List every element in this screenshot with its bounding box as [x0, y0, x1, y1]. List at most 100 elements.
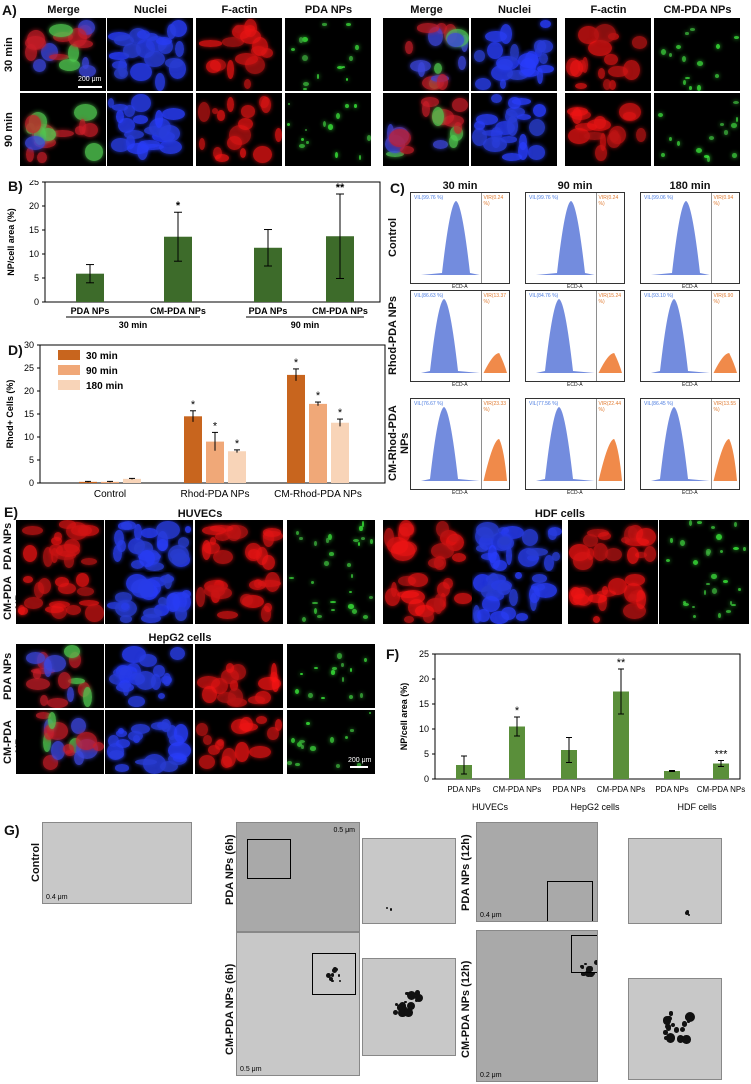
nanoparticle [584, 962, 587, 966]
x-tick-label: CM-PDA NPs [150, 306, 206, 316]
histogram-peak-positive [713, 353, 737, 373]
nanoparticle [674, 1027, 680, 1033]
panel-a-letter: A) [2, 2, 17, 18]
x-tick-label: CM-PDA NPs [312, 306, 368, 316]
gate-right-label: VIR(0.24 %) [483, 195, 504, 207]
scale-bar-label: 0.4 μm [46, 894, 68, 901]
panel-e-letter: E) [4, 504, 18, 520]
tem-image: 0.2 μm [476, 930, 598, 1082]
micrograph [16, 520, 104, 572]
nanoparticle [594, 959, 597, 965]
tem-image: 0.4 μm [42, 822, 192, 904]
significance-mark: * [316, 390, 321, 402]
x-tick-label: PDA NPs [655, 785, 688, 794]
scale-bar-label: 0.2 μm [480, 1072, 502, 1079]
panel-c-col-header: 90 min [557, 180, 593, 192]
plot-frame [44, 181, 381, 303]
nanoparticle [338, 980, 341, 983]
histogram-peak [421, 407, 480, 481]
bar [123, 478, 141, 483]
nanoparticle [665, 1025, 672, 1032]
legend-label: 180 min [86, 381, 123, 392]
flow-histogram: VIL(99.76 %) VIR(0.24 %) ECD-A [525, 192, 625, 290]
x-tick-label: PDA NPs [249, 306, 288, 316]
nanoparticle [665, 1033, 676, 1043]
nanoparticle [663, 1030, 668, 1035]
y-tick-label: 25 [24, 363, 34, 373]
y-tick-label: 5 [424, 749, 429, 759]
micrograph [195, 710, 283, 774]
histogram-peak-positive [483, 353, 507, 373]
histogram-peak [651, 299, 710, 373]
zoom-region-box [547, 881, 593, 921]
nanoparticle [591, 971, 595, 976]
nanoparticle [399, 1002, 407, 1010]
nanoparticle [330, 973, 334, 977]
nanoparticle [684, 1014, 691, 1020]
nanoparticle [328, 977, 333, 982]
panel-c-row-label: Control [387, 217, 399, 257]
nanoparticle [406, 990, 416, 1000]
chart-b: 0 5 10 15 20 25 NP/cell area (%) PDA NPs * CM-PDA… [6, 180, 381, 330]
bar [101, 481, 119, 483]
legend-label: 90 min [86, 366, 118, 377]
flow-histogram: VIL(86.63 %) VIR(13.37 %) ECD-A [410, 290, 510, 388]
micrograph [287, 644, 375, 708]
bar [184, 416, 202, 483]
significance-mark: * [235, 438, 240, 450]
y-axis-label: Rhod+ Cells (%) [5, 380, 15, 449]
tem-image: 0.5 μm [236, 822, 360, 932]
micrograph [568, 572, 658, 624]
micrograph [16, 572, 104, 624]
significance-mark: * [338, 407, 343, 419]
y-axis-label: NP/cell area (%) [399, 683, 409, 751]
y-tick-label: 15 [419, 699, 429, 709]
micrograph [471, 18, 557, 91]
y-tick-label: 15 [29, 225, 39, 235]
gate-right-label: VIR(13.55 %) [713, 401, 737, 413]
nanoparticle [414, 993, 424, 1002]
bar [309, 403, 327, 483]
scale-bar-label: 200 μm [348, 757, 372, 764]
nanoparticle [588, 966, 594, 972]
y-tick-label: 20 [419, 674, 429, 684]
gate-left-label: VIL(99.76 %) [414, 195, 444, 201]
x-tick-label: CM-PDA NPs [493, 785, 541, 794]
x-axis-label: ECD-A [682, 284, 698, 290]
micrograph [285, 93, 371, 166]
micrograph [107, 18, 193, 91]
panel-e-title: HDF cells [534, 508, 586, 520]
legend-swatch [58, 365, 80, 375]
panel-a-row-label: 90 min [3, 112, 15, 147]
x-axis-label: ECD-A [567, 382, 583, 388]
x-axis-label: ECD-A [682, 382, 698, 388]
micrograph [659, 572, 749, 624]
gate-right-label: VIR(23.33 %) [483, 401, 507, 413]
tem-zoom [362, 958, 456, 1056]
bar [79, 481, 97, 483]
gate-left-label: VIL(76.67 %) [414, 401, 444, 407]
micrograph [195, 572, 283, 624]
panel-e-title: HepG2 cells [148, 632, 212, 644]
panel-a-right-header: F-actin [590, 4, 627, 16]
micrograph [383, 93, 469, 166]
micrograph [107, 93, 193, 166]
micrograph [105, 520, 193, 572]
bar [713, 763, 729, 779]
nanoparticle [682, 1035, 691, 1044]
nanoparticle [580, 965, 584, 969]
panel-a-left-header: Nuclei [133, 4, 167, 16]
significance-mark: ** [617, 657, 626, 669]
micrograph [285, 18, 371, 91]
y-tick-label: 30 [24, 340, 34, 350]
histogram-peak [421, 299, 480, 373]
x-axis-label: ECD-A [452, 490, 468, 496]
panel-c-col-header: 30 min [442, 180, 478, 192]
bar [509, 726, 525, 779]
histogram-peak-positive [483, 439, 507, 481]
histogram-peak [536, 407, 595, 481]
y-tick-label: 0 [34, 297, 39, 307]
flow-histogram: VIL(99.06 %) VIR(0.94 %) ECD-A [640, 192, 740, 290]
bar [613, 691, 629, 779]
nanoparticle [580, 972, 584, 975]
